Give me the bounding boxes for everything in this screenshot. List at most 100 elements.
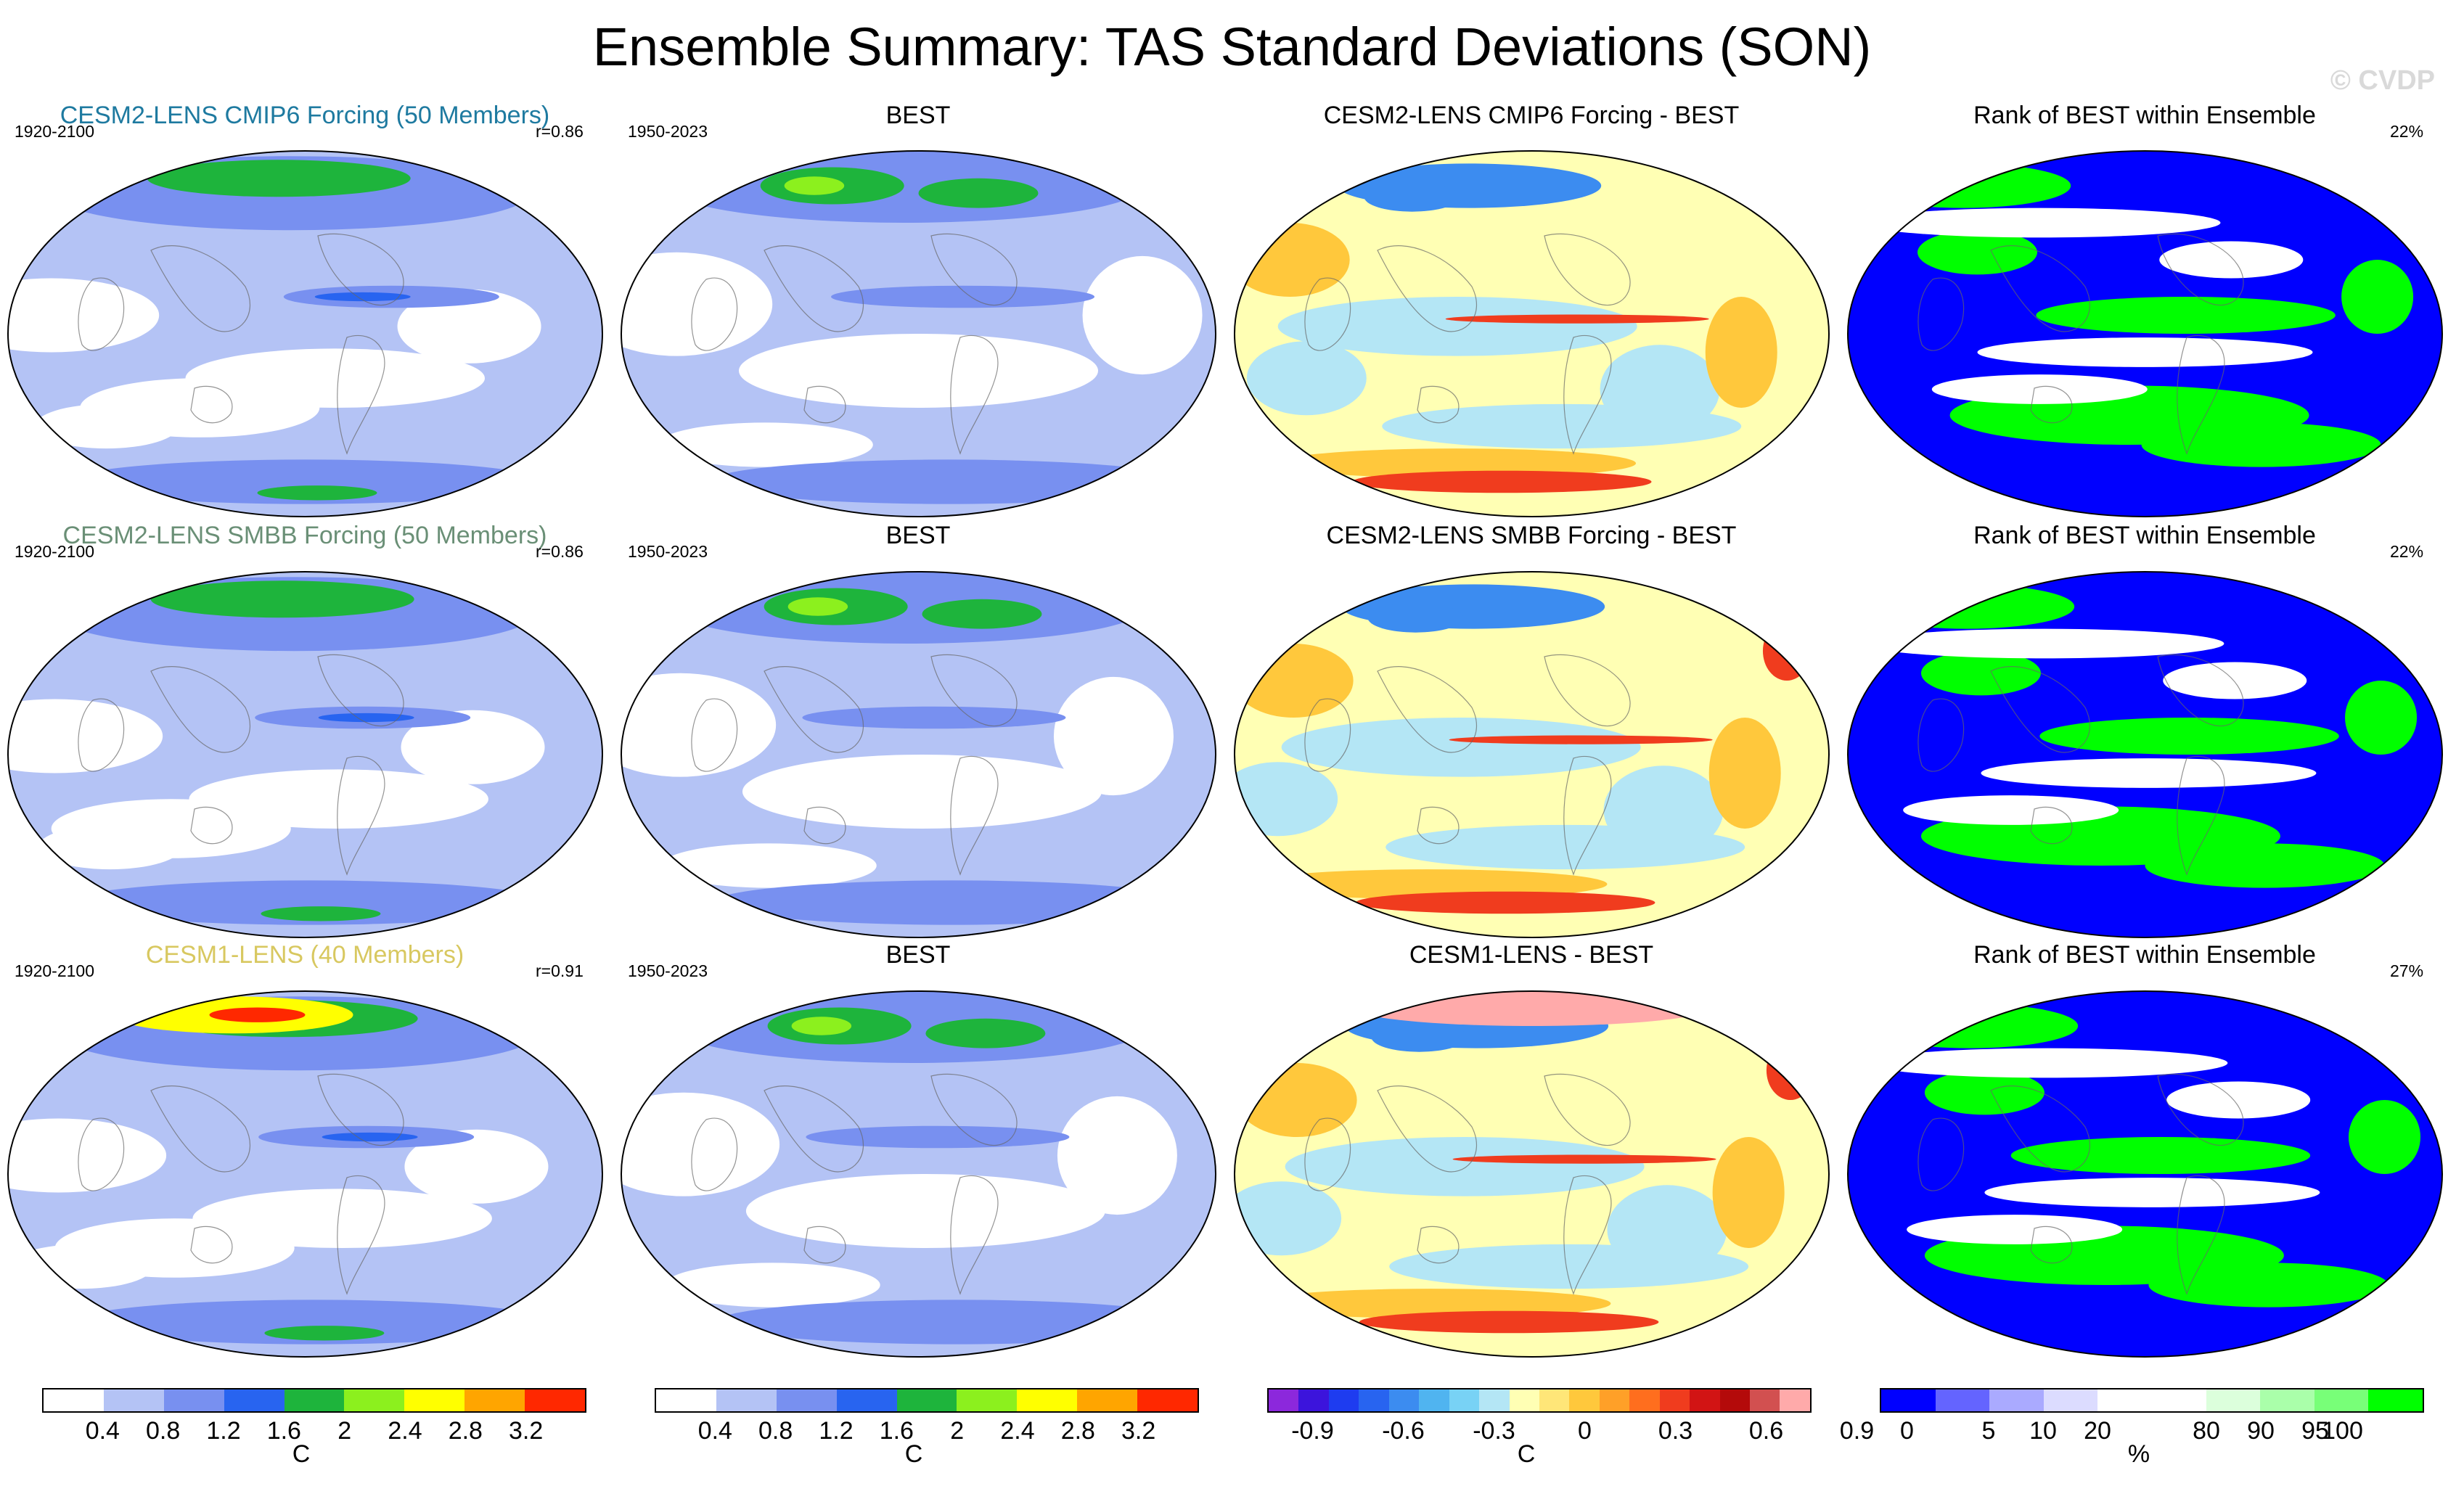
colorbar-unit: C [1517,1440,1536,1468]
coastline [316,233,404,306]
coastline [763,245,864,332]
colorbar-tick-label: 90 [2247,1417,2275,1445]
rank-field-region [2141,422,2381,467]
coastline [763,1085,864,1173]
coastline [77,277,124,351]
model-field-region [147,160,411,197]
colorbar-tick-label: 20 [2084,1417,2111,1445]
diff-field-region [1708,718,1781,829]
diff-field-region [1247,869,1607,899]
colorbar-swatch [464,1389,525,1411]
colorbar-tick-label: 2.4 [1000,1417,1035,1445]
figure-title: Ensemble Summary: TAS Standard Deviation… [592,17,1872,77]
colorbar-tick-label: 2 [337,1417,352,1445]
model-field-region [34,403,179,449]
diff-field-region [1766,1040,1814,1100]
map-border [1233,571,1830,938]
coastline [1376,1085,1477,1173]
rank-field-region [1864,628,2224,659]
colorbar-tick-label: 0 [1578,1417,1592,1445]
colorbar-swatch [1419,1389,1449,1411]
coastline [150,245,250,332]
colorbar-swatch [836,1389,897,1411]
model-field-region [257,485,377,501]
map-border [1846,571,2443,938]
colorbar-swatch [1539,1389,1570,1411]
map-border [1233,990,1830,1358]
colorbar-swatch [1269,1389,1299,1411]
colorbar-swatch [2206,1389,2261,1411]
colorbar-swatch [224,1389,285,1411]
diff-field-region [1237,1063,1357,1137]
rank-field-region [2344,681,2417,755]
coastline [949,1175,998,1295]
colorbar-swatch [1719,1389,1750,1411]
rank-field-region [1924,1070,2045,1115]
colorbar-swatch [163,1389,224,1411]
colorbar-swatch [1659,1389,1690,1411]
cvdp-watermark: © CVDP [2330,65,2435,96]
period-label: 1950-2023 [628,122,708,141]
obs-field-region [668,572,1147,644]
model-field-region [260,906,380,921]
diff-field-region [1705,297,1777,408]
rank-percent-label: 22% [2390,122,2424,141]
coastline [1543,1073,1631,1146]
colorbar-swatch [1569,1389,1600,1411]
period-label: 1920-2100 [15,961,94,980]
coastline [150,666,250,753]
coastline [930,233,1018,306]
period-label: 1920-2100 [15,122,94,141]
rank-field-region [2145,843,2384,888]
diff-field-region [1246,341,1367,416]
coastline [1563,1175,1611,1295]
map-border [1846,990,2443,1358]
rank-field-region [1906,1215,2122,1244]
coastline [1303,698,1351,772]
model-field-region [401,710,544,784]
obs-field-region [918,178,1038,208]
coastline [336,1175,385,1295]
obs-field-region [621,252,772,356]
colorbar-swatch [1017,1389,1078,1411]
model-field-region [150,580,414,618]
colorbar-swatch [716,1389,777,1411]
colorbar-unit: C [292,1440,311,1468]
rank-field-region [2148,1263,2388,1308]
coastline [949,755,998,876]
colorbar-std [42,1388,586,1413]
colorbar-swatch [1509,1389,1539,1411]
rank-field-region [1860,208,2220,238]
obs-field-region [664,1263,880,1308]
colorbar-swatch [1359,1389,1389,1411]
colorbar-tick-label: 5 [1981,1417,1996,1445]
obs-field-region [791,1017,851,1035]
diff-field-region [1277,297,1637,356]
colorbar-tick-label: 0.6 [1748,1417,1784,1445]
colorbar-tick-label: 0 [1900,1417,1914,1445]
colorbar-swatch [656,1389,716,1411]
rank-field-region [2341,260,2413,334]
colorbar-swatch [1388,1389,1420,1411]
colorbar-swatch [103,1389,164,1411]
colorbar-swatch [344,1389,405,1411]
colorbar-tick-label: 1.2 [206,1417,241,1445]
rank-percent-label: 27% [2390,961,2424,980]
model-field-region [9,1244,153,1289]
diff-map [1233,990,1830,1358]
colorbar-tick-label: -0.9 [1291,1417,1334,1445]
colorbar-swatch [1780,1389,1810,1411]
colorbar-swatch [1479,1389,1510,1411]
colorbar-swatch [1989,1389,2044,1411]
model-field-region [404,1129,548,1204]
colorbar-std [655,1388,1199,1413]
coastline [77,1117,124,1191]
obs-field-region [830,285,1094,308]
model-field-region [7,699,163,773]
coastline [2176,1175,2224,1295]
obs-field-region [621,1092,779,1196]
model-panel-title: CESM1-LENS (40 Members) [145,941,464,969]
colorbar-swatch [2043,1389,2098,1411]
rank-field-region [2039,718,2339,755]
map-border [620,150,1216,517]
